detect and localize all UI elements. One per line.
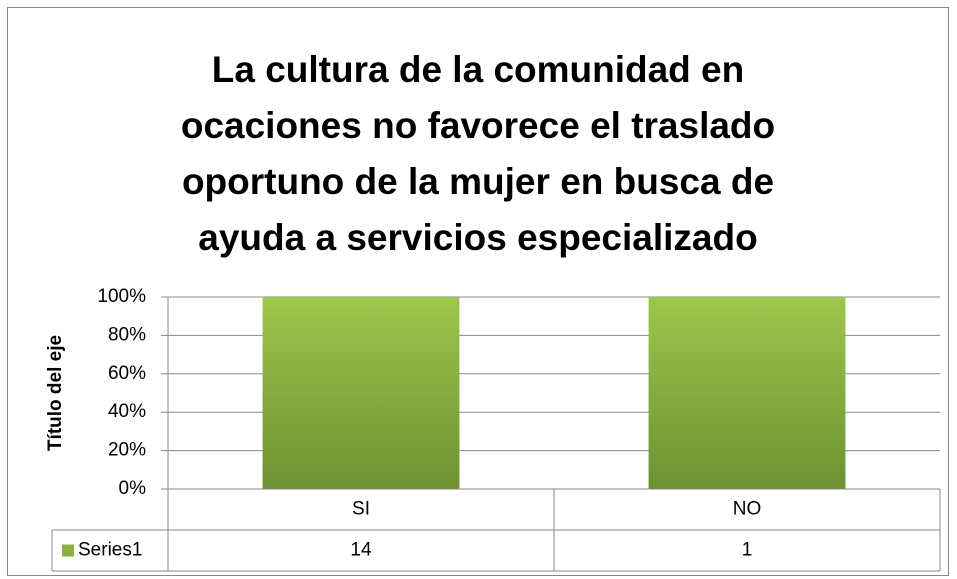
data-label: 1 xyxy=(742,540,753,561)
chart-title: ocaciones no favorece el traslado xyxy=(181,105,775,146)
y-axis-title: Título del eje xyxy=(45,335,66,451)
legend-key xyxy=(62,544,74,557)
x-tick-label: SI xyxy=(352,499,370,520)
x-tick-label: NO xyxy=(733,499,762,520)
y-tick-label: 0% xyxy=(119,478,147,499)
legend-label: Series1 xyxy=(78,540,142,561)
bar xyxy=(648,297,846,489)
bar xyxy=(262,297,460,489)
y-tick-label: 20% xyxy=(108,440,146,461)
y-tick-label: 40% xyxy=(108,401,146,422)
chart-title: La cultura de la comunidad en xyxy=(212,49,745,90)
chart-border xyxy=(7,7,949,576)
y-tick-label: 80% xyxy=(108,324,146,345)
chart-title: oportuno de la mujer en busca de xyxy=(182,161,774,202)
y-tick-label: 100% xyxy=(97,286,146,307)
y-tick-label: 60% xyxy=(108,363,146,384)
chart-title: ayuda a servicios especializado xyxy=(198,217,757,258)
data-label: 14 xyxy=(350,540,372,561)
